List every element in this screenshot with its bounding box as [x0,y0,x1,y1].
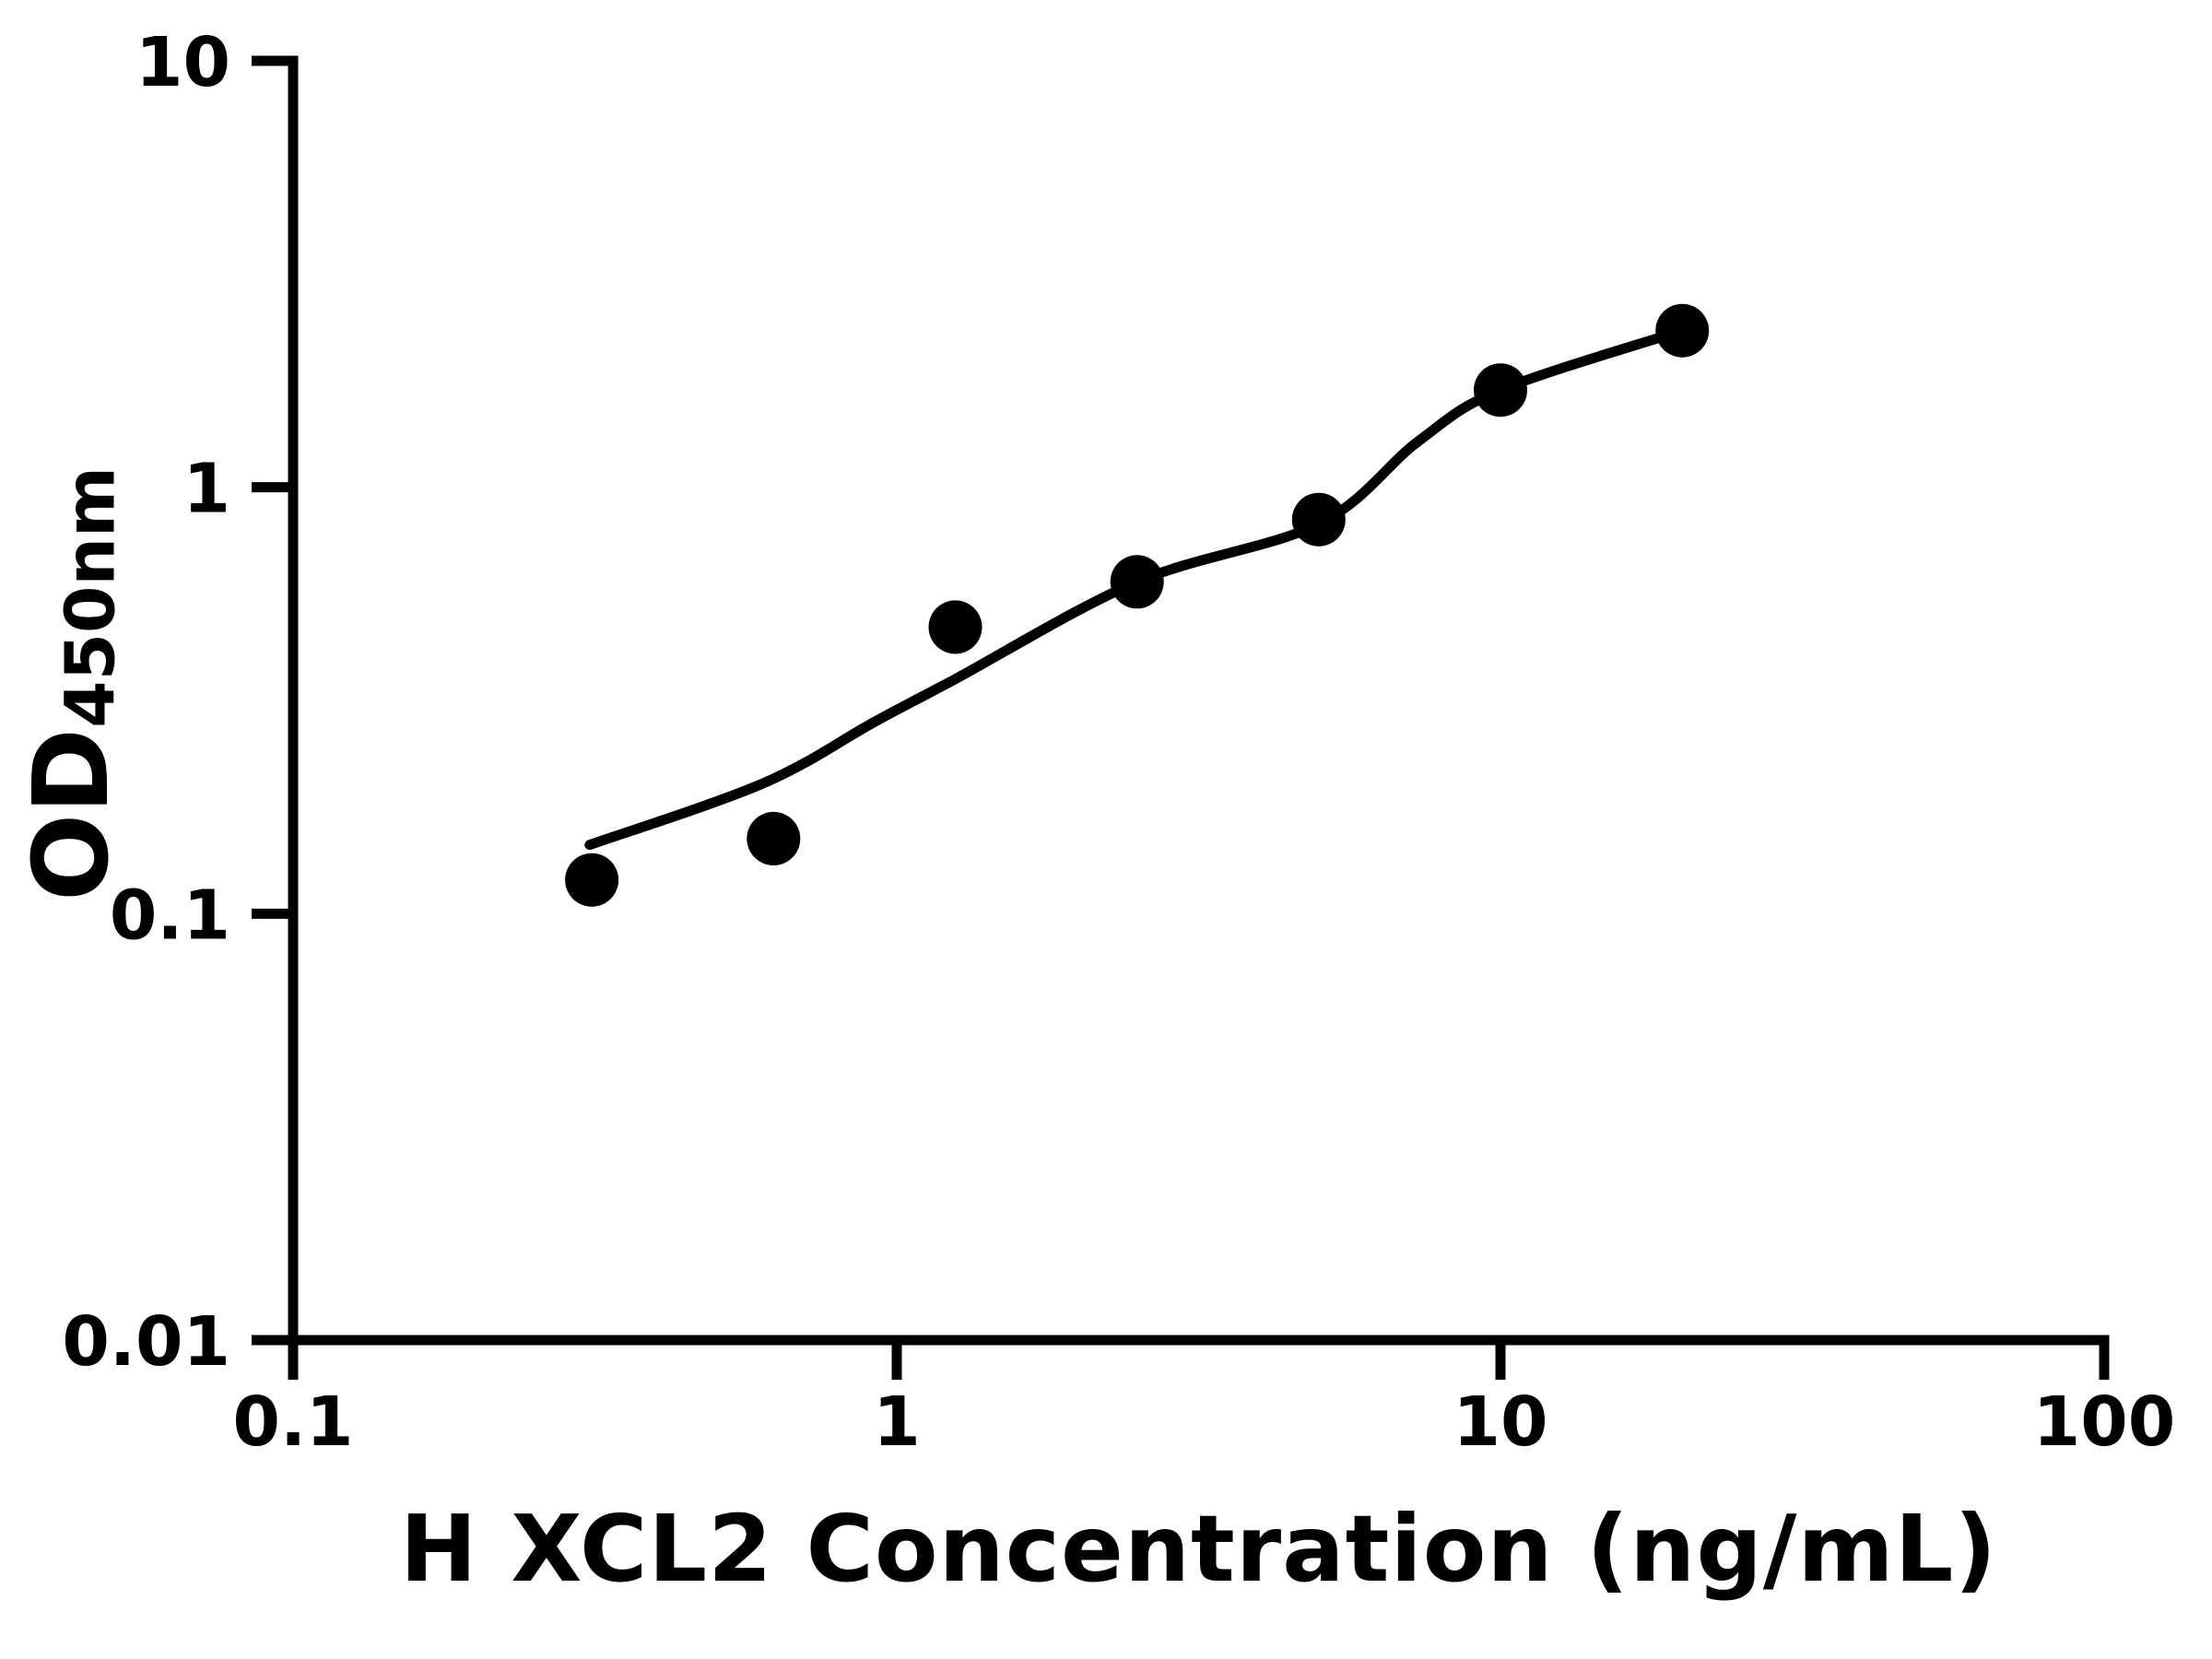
y-axis-title-subscript: 450nm [51,465,131,728]
x-axis-title-text: H XCL2 Concentration (ng/mL) [399,1495,1998,1603]
y-tick-label: 0.01 [62,1302,230,1382]
x-axis-title: H XCL2 Concentration (ng/mL) [293,1495,2104,1603]
data-point [1291,492,1346,547]
x-tick-label: 0.1 [232,1382,353,1462]
y-axis-title: OD450nm [12,465,132,902]
y-axis-title-main: OD [12,727,132,902]
axis-lines [288,55,2110,1346]
y-tick-label: 1 [183,450,231,529]
x-tick-label: 100 [2033,1382,2175,1462]
data-point [747,811,801,865]
data-point [1474,363,1527,418]
y-tick-label: 10 [135,23,230,102]
x-tick-label: 10 [1453,1382,1548,1462]
y-tick-label: 0.1 [110,876,230,955]
data-point [1655,303,1710,358]
x-tick-label: 1 [873,1382,921,1462]
data-point [565,853,619,907]
data-point [928,600,982,654]
data-point [1110,555,1164,609]
